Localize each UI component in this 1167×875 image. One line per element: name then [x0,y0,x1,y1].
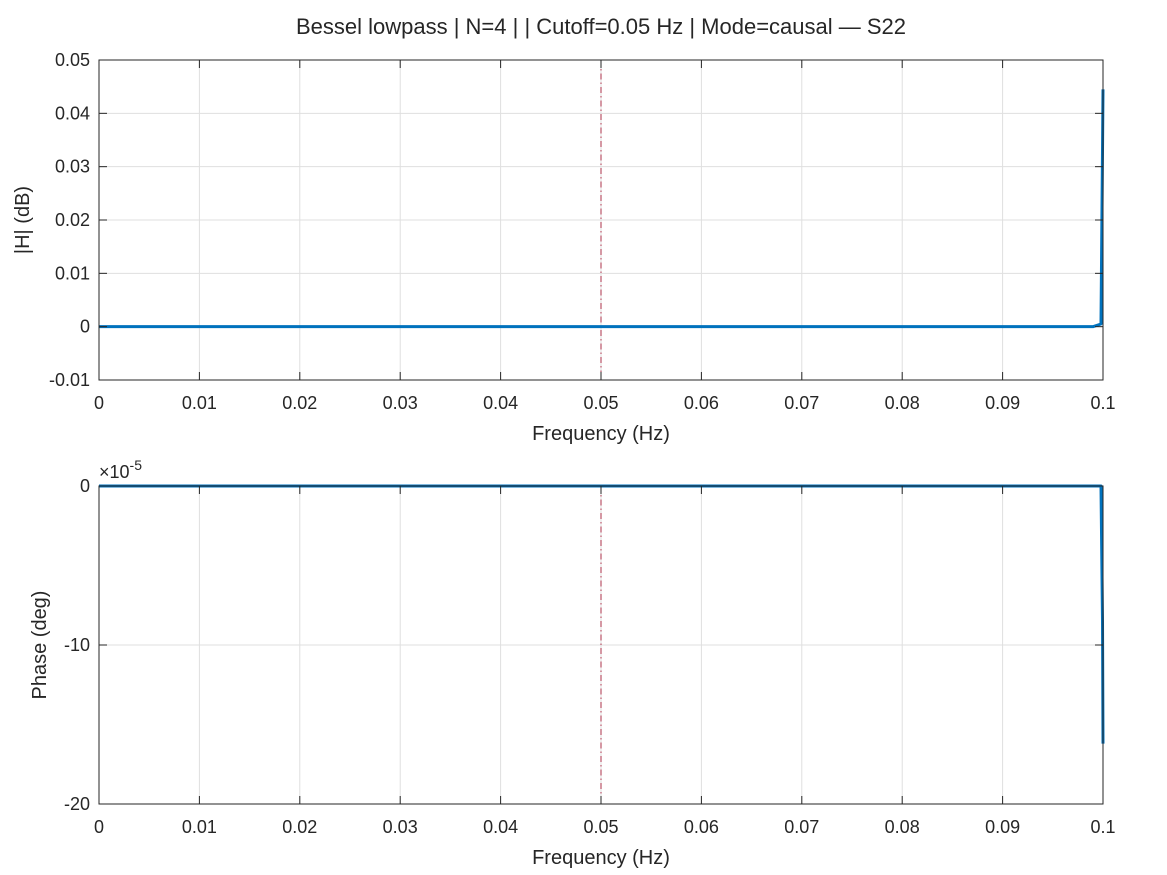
figure-title: Bessel lowpass | N=4 | | Cutoff=0.05 Hz … [296,14,906,39]
x-axis-label: Frequency (Hz) [532,423,670,445]
x-tick-label: 0.03 [383,817,418,837]
exponent-power: -5 [130,457,143,473]
y-tick-label: 0.03 [55,157,90,177]
y-tick-label: 0 [80,476,90,496]
x-tick-label: 0.07 [784,817,819,837]
y-tick-label: 0 [80,317,90,337]
x-tick-label: 0.08 [885,393,920,413]
y-axis-label: Phase (deg) [29,591,51,700]
x-tick-label: 0.01 [182,393,217,413]
x-tick-label: 0.05 [583,393,618,413]
x-tick-label: 0.09 [985,393,1020,413]
x-tick-label: 0.06 [684,393,719,413]
y-tick-label: 0.02 [55,210,90,230]
x-tick-label: 0.08 [885,817,920,837]
x-tick-label: 0 [94,817,104,837]
x-tick-label: 0.05 [583,817,618,837]
y-tick-label: 0.05 [55,50,90,70]
phase-panel: 0 0.01 0.02 0.03 0.04 0.05 0.06 0.07 0.08 0.09 0.1… [29,457,1116,869]
x-tick-label: 0.09 [985,817,1020,837]
y-tick-label: 0.01 [55,263,90,283]
y-exponent-label: ×10-5 [99,457,142,482]
x-axis-label: Frequency (Hz) [532,847,670,869]
x-tick-label: 0 [94,393,104,413]
x-tick-label: 0.02 [282,393,317,413]
x-tick-label: 0.06 [684,817,719,837]
exponent-base: ×10 [99,462,130,482]
x-tick-label: 0.1 [1090,393,1115,413]
x-tick-label: 0.1 [1090,817,1115,837]
x-tick-label: 0.07 [784,393,819,413]
y-tick-label: -10 [64,635,90,655]
x-tick-label: 0.02 [282,817,317,837]
x-tick-label: 0.03 [383,393,418,413]
y-axis-label: |H| (dB) [12,186,34,254]
series-line [99,89,1105,329]
magnitude-panel: 0 0.01 0.02 0.03 0.04 0.05 0.06 0.07 0.08 0.09 0.1… [12,50,1116,445]
y-tick-label: 0.04 [55,103,90,123]
x-tick-label: 0.04 [483,817,518,837]
y-tick-label: -20 [64,794,90,814]
x-tick-label: 0.01 [182,817,217,837]
y-tick-label: -0.01 [49,370,90,390]
x-tick-label: 0.04 [483,393,518,413]
